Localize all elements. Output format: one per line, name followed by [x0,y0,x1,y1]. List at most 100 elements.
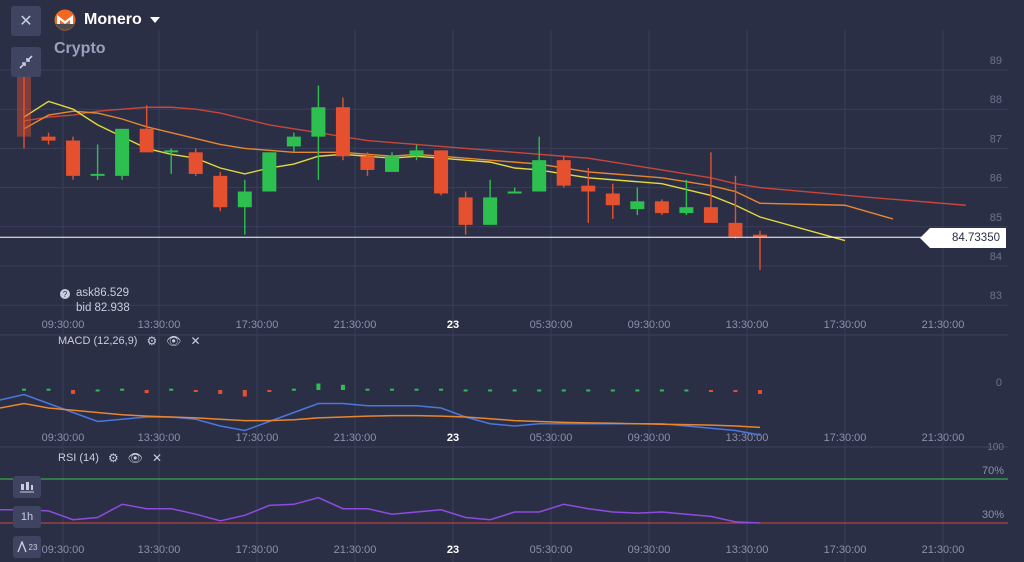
indicator-draw-icon [16,541,27,553]
macd-histogram-bar [390,388,394,391]
candle-body [41,136,56,141]
candle-body [507,191,522,194]
time-tick-label: 13:30:00 [726,432,769,444]
rsi-line [0,496,761,524]
macd-histogram-bar [708,390,713,392]
macd-histogram-bar [733,390,738,392]
macd-histogram-bar [488,389,493,392]
signal-line [0,402,761,429]
gear-icon[interactable]: ⚙ [146,334,158,348]
candle-body [434,150,449,194]
ema-mid-line [23,110,894,220]
chart-type-button[interactable] [13,476,41,498]
svg-text:?: ? [63,290,68,299]
asset-category: Crypto [54,40,106,57]
price-tick-label: 88 [990,94,1002,106]
macd-histogram-bar [610,389,615,392]
time-tick-label: 17:30:00 [236,432,279,444]
candle [90,144,105,180]
indicator-badge: 23 [28,542,38,552]
macd-histogram-bar [340,384,345,390]
time-tick-label: 13:30:00 [138,319,181,331]
asset-selector[interactable]: Monero [54,8,160,32]
candle-body [385,156,399,172]
candle-body [532,160,547,192]
ema-slow-line [23,106,967,206]
macd-histogram-bar [365,388,370,391]
time-tick-label: 21:30:00 [922,432,965,444]
macd-histogram-bar [267,390,272,392]
eye-icon[interactable]: 👁 [166,334,182,348]
monero-logo-icon [54,9,76,31]
candle [385,152,399,172]
candle [66,136,81,180]
indicators-button[interactable]: 23 [13,536,41,558]
candle-body [90,173,105,176]
info-icon: ? [60,288,70,299]
price-axis: 89 88 87 86 85 84 83 [990,55,1002,302]
close-icon[interactable]: ✕ [190,334,201,348]
time-tick-label: 05:30:00 [530,319,573,331]
candle-body [703,207,718,223]
collapse-icon [19,55,33,69]
candle [41,132,56,145]
macd-histogram-bar [46,388,51,391]
candle [728,175,743,239]
candle-body [409,150,424,157]
macd-histogram-bar [95,389,100,392]
candle [581,168,596,223]
timeframe-button[interactable]: 1h [13,506,41,528]
candle [703,152,718,223]
candle [17,70,31,149]
candle-body [360,156,375,170]
time-tick-label: 21:30:00 [922,544,965,556]
macd-histogram-bar [169,388,174,391]
macd-histogram-bar [463,389,468,392]
rsi-label: RSI (14) [58,452,99,464]
close-icon[interactable]: ✕ [151,451,163,465]
candle-body [311,107,326,137]
macd-zero-label: 0 [996,377,1002,389]
time-tick-label: 13:30:00 [726,319,769,331]
time-tick-label: 09:30:00 [42,432,85,444]
price-tick-label: 85 [990,212,1002,224]
candle [605,183,620,219]
candle-body [164,150,179,153]
time-tick-label: 05:30:00 [530,544,573,556]
macd-histogram-bar [71,390,76,394]
time-tick-label: 17:30:00 [236,544,279,556]
time-tick-label: 09:30:00 [42,544,85,556]
candle [483,179,498,225]
macd-histogram-bar [144,390,149,394]
time-axis: 09:30:00 09:30:00 09:30:00 13:30:00 13:30:00… [42,319,965,556]
ask-price: ask86.529 [76,287,130,299]
candle [753,230,767,270]
macd-indicator-header: MACD (12,26,9) ⚙ 👁 ✕ [58,335,201,347]
candle [630,187,645,216]
time-tick-label: 09:30:00 [628,432,671,444]
macd-histogram-bar [218,390,223,394]
candle [532,136,547,192]
candle [360,152,375,176]
macd-histogram-bar [439,388,444,391]
time-tick-label: 13:30:00 [138,432,181,444]
candle-body [335,107,350,157]
price-tick-label: 89 [990,55,1002,67]
candle [556,156,571,188]
time-tick-label: 17:30:00 [824,544,867,556]
collapse-chart-button[interactable] [11,47,41,77]
quote-info: ? ask86.529 bid 82.938 [60,286,130,316]
time-tick-label: 23 [447,319,459,331]
rsi-30-label: 30% [982,509,1004,521]
candle [409,144,424,161]
candle [679,179,694,216]
close-button[interactable]: ✕ [11,6,41,36]
eye-icon[interactable]: 👁 [127,451,143,465]
candle-body [630,201,645,210]
price-tick-label: 87 [990,133,1002,145]
gear-icon[interactable]: ⚙ [107,451,119,465]
macd-histogram-bar [120,388,125,391]
candle [139,105,154,153]
rsi-top-label: 100 [987,442,1004,453]
